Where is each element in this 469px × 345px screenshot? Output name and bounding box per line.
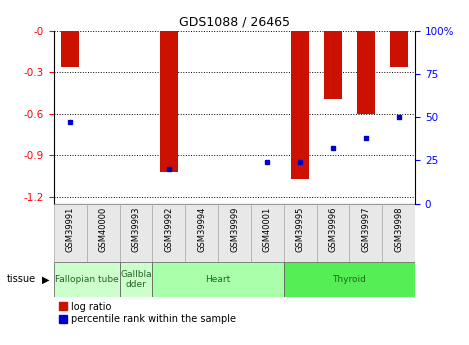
Text: Gallbla
dder: Gallbla dder (120, 270, 152, 289)
Text: tissue: tissue (7, 275, 36, 284)
Text: GSM39992: GSM39992 (164, 206, 174, 252)
FancyBboxPatch shape (54, 262, 120, 297)
Bar (160, 31, 178, 172)
FancyBboxPatch shape (120, 204, 152, 262)
FancyBboxPatch shape (120, 262, 152, 297)
Text: GSM39994: GSM39994 (197, 206, 206, 252)
FancyBboxPatch shape (54, 204, 87, 262)
Text: ▶: ▶ (42, 275, 50, 284)
FancyBboxPatch shape (251, 204, 284, 262)
FancyBboxPatch shape (317, 204, 349, 262)
Text: GSM39997: GSM39997 (361, 206, 371, 252)
Title: GDS1088 / 26465: GDS1088 / 26465 (179, 16, 290, 29)
Text: GSM39995: GSM39995 (295, 206, 305, 252)
Bar (324, 31, 342, 99)
Text: Heart: Heart (205, 275, 231, 284)
Text: GSM39999: GSM39999 (230, 206, 239, 252)
Bar (390, 31, 408, 67)
Text: GSM39991: GSM39991 (66, 206, 75, 252)
FancyBboxPatch shape (382, 204, 415, 262)
FancyBboxPatch shape (185, 204, 218, 262)
Bar (61, 31, 79, 67)
FancyBboxPatch shape (87, 204, 120, 262)
FancyBboxPatch shape (284, 262, 415, 297)
Text: GSM39998: GSM39998 (394, 206, 403, 252)
Text: Fallopian tube: Fallopian tube (55, 275, 119, 284)
Legend: log ratio, percentile rank within the sample: log ratio, percentile rank within the sa… (59, 302, 236, 325)
FancyBboxPatch shape (152, 262, 284, 297)
FancyBboxPatch shape (349, 204, 382, 262)
Bar (357, 31, 375, 114)
Text: Thyroid: Thyroid (333, 275, 366, 284)
FancyBboxPatch shape (284, 204, 317, 262)
Text: GSM40000: GSM40000 (98, 206, 108, 252)
FancyBboxPatch shape (152, 204, 185, 262)
FancyBboxPatch shape (218, 204, 251, 262)
Text: GSM40001: GSM40001 (263, 206, 272, 252)
Bar (291, 31, 309, 179)
Text: GSM39993: GSM39993 (131, 206, 141, 252)
Text: GSM39996: GSM39996 (328, 206, 338, 252)
